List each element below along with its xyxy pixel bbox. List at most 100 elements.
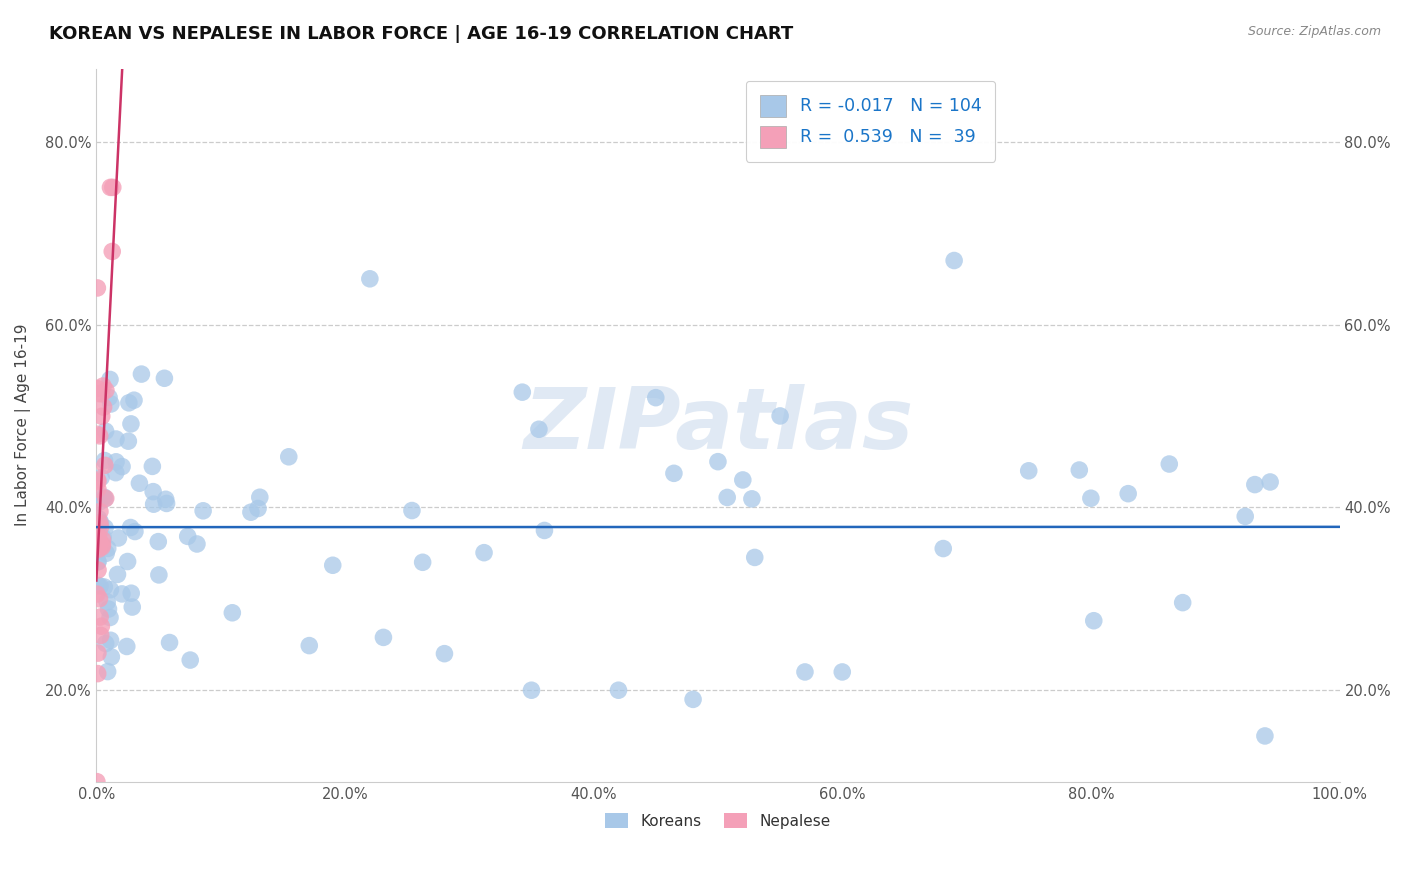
Point xyxy=(1018,464,1040,478)
Point xyxy=(87,563,110,577)
Point xyxy=(91,533,114,547)
Point xyxy=(118,396,141,410)
Point xyxy=(86,473,108,487)
Point xyxy=(104,466,127,480)
Point xyxy=(1254,729,1277,743)
Point xyxy=(100,582,122,597)
Point xyxy=(98,610,121,624)
Point xyxy=(141,459,163,474)
Point xyxy=(87,535,110,549)
Point xyxy=(412,555,434,569)
Point xyxy=(100,649,122,664)
Point xyxy=(179,653,201,667)
Point xyxy=(177,529,200,543)
Point xyxy=(1243,477,1265,491)
Point xyxy=(401,503,423,517)
Text: Source: ZipAtlas.com: Source: ZipAtlas.com xyxy=(1247,25,1381,38)
Point xyxy=(1080,491,1102,506)
Point xyxy=(96,546,118,560)
Point xyxy=(359,272,381,286)
Point xyxy=(533,524,555,538)
Point xyxy=(707,455,730,469)
Point xyxy=(97,665,120,679)
Point xyxy=(94,521,117,535)
Point xyxy=(97,602,120,616)
Point xyxy=(239,505,262,519)
Point xyxy=(94,491,117,506)
Point xyxy=(101,244,124,259)
Point xyxy=(87,540,110,554)
Point xyxy=(89,610,111,624)
Point xyxy=(94,636,117,650)
Point xyxy=(93,580,115,594)
Point xyxy=(472,546,495,560)
Point xyxy=(117,555,139,569)
Point xyxy=(186,537,208,551)
Point xyxy=(87,646,110,660)
Point xyxy=(90,470,112,484)
Point xyxy=(90,619,112,633)
Point xyxy=(89,516,111,531)
Point xyxy=(86,555,108,569)
Point xyxy=(93,490,115,504)
Legend: Koreans, Nepalese: Koreans, Nepalese xyxy=(599,806,837,835)
Point xyxy=(121,600,143,615)
Point xyxy=(128,476,150,491)
Point xyxy=(87,542,110,557)
Point xyxy=(86,774,108,789)
Y-axis label: In Labor Force | Age 16-19: In Labor Force | Age 16-19 xyxy=(15,324,31,526)
Point xyxy=(89,495,111,509)
Point xyxy=(86,587,108,601)
Point xyxy=(662,467,685,481)
Point xyxy=(94,424,117,438)
Point xyxy=(87,555,110,569)
Point xyxy=(89,538,111,552)
Point xyxy=(148,534,170,549)
Point xyxy=(98,372,121,386)
Point xyxy=(1234,509,1257,524)
Point xyxy=(91,379,114,393)
Point xyxy=(159,635,181,649)
Point xyxy=(94,458,117,473)
Point xyxy=(87,531,110,545)
Point xyxy=(94,384,117,398)
Point xyxy=(322,558,344,573)
Point xyxy=(510,385,533,400)
Point xyxy=(794,665,817,679)
Point xyxy=(87,524,110,539)
Point xyxy=(89,591,111,606)
Point xyxy=(94,491,117,506)
Point xyxy=(1258,475,1281,489)
Point xyxy=(682,692,704,706)
Point xyxy=(731,473,754,487)
Point xyxy=(741,491,763,506)
Point xyxy=(943,253,966,268)
Point xyxy=(153,371,176,385)
Point xyxy=(93,453,115,467)
Point xyxy=(100,633,122,648)
Point xyxy=(89,429,111,443)
Point xyxy=(831,665,853,679)
Point xyxy=(89,504,111,518)
Point xyxy=(142,484,165,499)
Point xyxy=(89,516,111,530)
Point xyxy=(111,587,134,601)
Point xyxy=(91,538,114,552)
Point xyxy=(86,382,108,396)
Point xyxy=(86,281,108,295)
Point xyxy=(107,567,129,582)
Point xyxy=(373,631,395,645)
Point xyxy=(87,386,110,401)
Point xyxy=(120,520,142,534)
Point xyxy=(769,409,792,423)
Point xyxy=(124,524,146,539)
Point xyxy=(607,683,630,698)
Point xyxy=(93,400,115,414)
Point xyxy=(90,409,112,424)
Point xyxy=(89,520,111,534)
Text: ZIPatlas: ZIPatlas xyxy=(523,384,912,467)
Point xyxy=(716,491,738,505)
Point xyxy=(87,532,110,546)
Point xyxy=(87,475,110,489)
Point xyxy=(89,579,111,593)
